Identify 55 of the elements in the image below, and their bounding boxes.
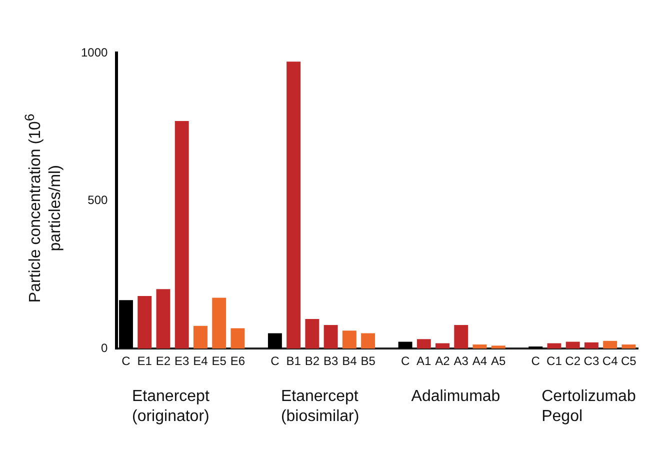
x-tick-label: E6 xyxy=(230,354,246,368)
bar xyxy=(622,344,636,349)
bar xyxy=(361,333,376,349)
x-tick-label: C1 xyxy=(546,354,562,368)
bar xyxy=(305,319,320,349)
x-tick-label: C xyxy=(122,354,131,368)
x-tick-label: E3 xyxy=(174,354,190,368)
y-tick-label: 1000 xyxy=(80,45,108,60)
x-tick-label: B4 xyxy=(342,354,358,368)
text: Adalimumab xyxy=(411,388,500,406)
x-tick-label: A2 xyxy=(435,354,450,368)
text: Certolizumab Pegol xyxy=(542,388,636,426)
x-tick-label: B2 xyxy=(304,354,320,368)
bar xyxy=(156,289,170,349)
x-tick-label: C4 xyxy=(602,354,618,368)
bar xyxy=(193,326,208,349)
bar xyxy=(286,62,301,349)
bar xyxy=(436,343,450,349)
x-tick-label: C3 xyxy=(584,354,600,368)
bar xyxy=(268,333,282,349)
x-tick-label: C xyxy=(270,354,280,368)
bar xyxy=(398,342,412,349)
text: Etanercept (originator) xyxy=(132,388,210,426)
x-tick-label: A3 xyxy=(454,354,469,368)
bar xyxy=(324,324,338,349)
x-tick-label: A4 xyxy=(472,354,488,368)
bar xyxy=(603,340,618,349)
x-tick-label: E2 xyxy=(156,354,171,368)
x-tick-label: B5 xyxy=(360,354,376,368)
bar xyxy=(472,344,487,349)
bar xyxy=(454,324,468,349)
x-tick-label: C xyxy=(531,354,540,368)
text: Etanercept (biosimilar) xyxy=(280,388,360,426)
bar xyxy=(547,343,562,349)
x-tick-label: B1 xyxy=(286,354,302,368)
x-tick-label: C5 xyxy=(621,354,637,368)
bar xyxy=(174,120,189,349)
bar xyxy=(416,339,431,349)
x-tick-label: A5 xyxy=(491,354,506,368)
x-tick-label: E1 xyxy=(137,354,152,368)
y-tick-label: 0 xyxy=(101,340,108,355)
x-tick-label: A1 xyxy=(416,354,432,368)
bar xyxy=(342,330,356,349)
bar xyxy=(584,342,598,349)
x-tick-label: B3 xyxy=(323,354,338,368)
x-tick-label: E5 xyxy=(212,354,227,368)
x-tick-label: E4 xyxy=(193,354,208,368)
bar xyxy=(566,342,580,349)
x-tick-label: C2 xyxy=(565,354,581,368)
bar xyxy=(491,346,506,349)
bar xyxy=(212,298,226,349)
y-tick-label: 500 xyxy=(88,193,108,208)
x-tick-label: C xyxy=(400,354,410,368)
bar xyxy=(230,328,245,349)
bar xyxy=(138,296,152,349)
